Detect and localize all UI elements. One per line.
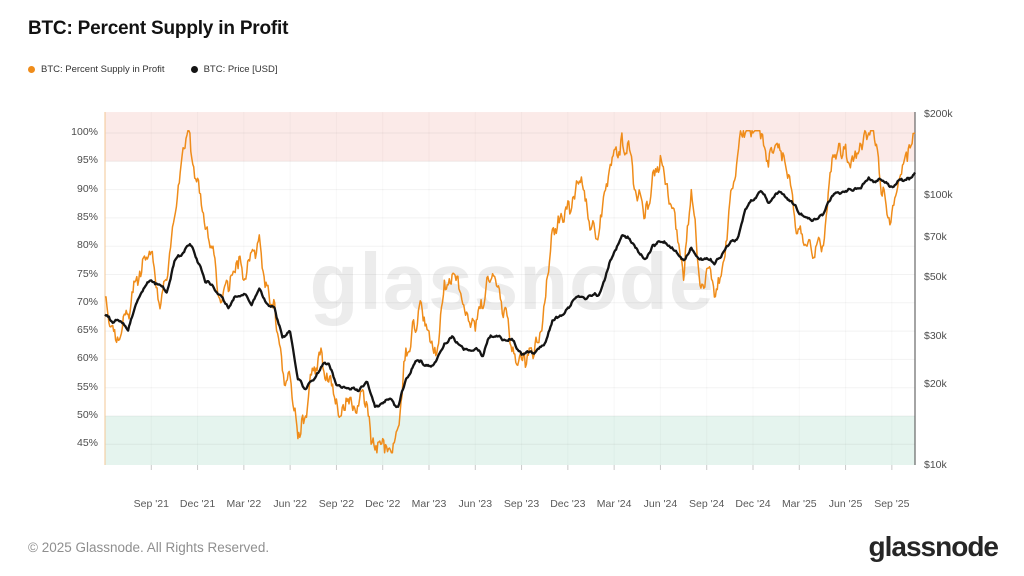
y-axis-right-tick-label: $10k — [924, 459, 947, 472]
y-axis-left-tick-label: 90% — [76, 182, 98, 195]
footer-copyright: © 2025 Glassnode. All Rights Reserved. — [28, 540, 270, 555]
y-axis-right-tick-label: $100k — [924, 189, 953, 202]
y-axis-left-tick-label: 55% — [76, 380, 98, 393]
x-axis-tick-label: Jun '24 — [643, 498, 678, 510]
y-axis-right-tick-label: $50k — [924, 270, 947, 283]
legend-item-price[interactable]: BTC: Price [USD] — [190, 64, 278, 75]
x-axis-tick-label: Dec '22 — [365, 498, 401, 510]
x-axis-tick-label: Sep '24 — [689, 498, 725, 510]
y-axis-left-tick-label: 95% — [76, 154, 98, 167]
x-axis-tick-label: Sep '25 — [874, 498, 910, 510]
y-axis-right-tick-label: $200k — [924, 108, 953, 120]
band-low-profit-zone — [105, 416, 915, 465]
y-axis-left-tick-label: 45% — [76, 437, 98, 450]
y-axis-right-tick-label: $30k — [924, 330, 947, 343]
page-title: BTC: Percent Supply in Profit — [28, 18, 289, 39]
y-axis-left-tick-label: 65% — [76, 324, 98, 337]
legend-label-supply-in-profit: BTC: Percent Supply in Profit — [41, 64, 165, 75]
x-axis-tick-label: Sep '22 — [318, 498, 355, 510]
y-axis-left-tick-label: 85% — [76, 210, 98, 223]
y-axis-left-tick-label: 75% — [76, 267, 98, 280]
legend-label-price: BTC: Price [USD] — [203, 64, 278, 75]
x-axis-tick-label: Mar '22 — [226, 498, 262, 510]
x-axis-tick-label: Jun '25 — [828, 498, 863, 510]
legend-dot-orange-icon — [28, 66, 35, 73]
x-axis-tick-label: Mar '24 — [596, 498, 632, 510]
series-btc-price — [104, 171, 917, 409]
y-axis-left-tick-label: 70% — [76, 295, 98, 308]
x-axis-tick-label: Mar '23 — [411, 498, 447, 510]
y-axis-left-tick-label: 60% — [76, 352, 98, 365]
legend-dot-black-icon — [190, 66, 198, 73]
x-axis-tick-label: Jun '23 — [458, 498, 493, 510]
x-axis-tick-label: Dec '23 — [550, 498, 586, 510]
legend-item-supply-in-profit[interactable]: BTC: Percent Supply in Profit — [28, 64, 165, 75]
chart-legend: BTC: Percent Supply in Profit BTC: Price… — [28, 64, 277, 75]
x-axis-tick-label: Dec '21 — [179, 498, 216, 510]
x-axis-tick-label: Jun '22 — [273, 498, 307, 510]
x-axis-tick-label: Mar '25 — [781, 498, 817, 510]
y-axis-left-tick-label: 100% — [71, 126, 98, 138]
glassnode-logo: glassnode — [868, 531, 999, 562]
x-axis-tick-label: Sep '23 — [503, 498, 540, 510]
x-axis-tick-label: Sep '21 — [133, 498, 169, 510]
x-axis-tick-label: Dec '24 — [735, 498, 771, 510]
band-high-profit-zone — [105, 112, 915, 162]
y-axis-right-tick-label: $20k — [924, 378, 947, 390]
series-percent-supply-in-profit — [104, 129, 916, 454]
y-axis-left-tick-label: 80% — [76, 239, 98, 252]
y-axis-right-tick-label: $70k — [924, 231, 947, 244]
y-axis-left-tick-label: 50% — [76, 409, 98, 421]
